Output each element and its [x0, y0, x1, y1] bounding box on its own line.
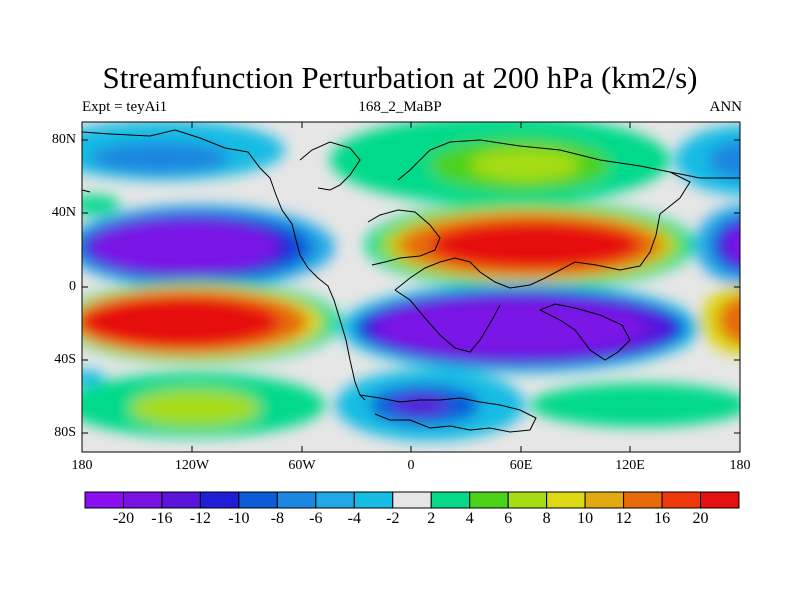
colorbar-label: 6 [504, 510, 513, 527]
axis-ticks [81, 122, 741, 452]
colorbar-swatch [623, 491, 663, 509]
colorbar-swatch [430, 491, 471, 509]
colorbar-swatch [315, 491, 355, 509]
colorbar-swatch [276, 491, 317, 509]
colorbar-label: 8 [542, 510, 551, 527]
season-label: ANN [709, 99, 743, 115]
lon-label-180e: 180 [729, 458, 751, 473]
colorbar-swatch [84, 491, 124, 509]
colorbar-label: -12 [189, 510, 212, 527]
colorbar-label: -2 [386, 510, 400, 527]
experiment-label: Expt = teyAi1 [82, 99, 168, 115]
lat-label-40s: 40S [54, 352, 76, 367]
lat-label-40n: 40N [51, 205, 76, 220]
colorbar-label: 12 [615, 510, 632, 527]
colorbar-swatch [199, 491, 240, 509]
colorbar-swatch [392, 491, 432, 509]
lat-label-eq: 0 [69, 279, 76, 294]
coastlines [82, 129, 740, 433]
plot-title: Streamfunction Perturbation at 200 hPa (… [102, 60, 698, 95]
lon-label-120w: 120W [174, 458, 210, 473]
colorbar-label: 20 [692, 510, 709, 527]
colorbar-swatch [161, 491, 201, 509]
colorbar-label: -6 [309, 510, 323, 527]
lat-label-80s: 80S [54, 425, 76, 440]
colorbar-swatch [507, 491, 548, 509]
colorbar-label: 2 [427, 510, 436, 527]
colorbar [84, 491, 740, 509]
colorbar-label: -10 [228, 510, 250, 527]
colorbar-swatch [661, 491, 702, 509]
colorbar-swatch [546, 491, 586, 509]
contour-field [82, 122, 740, 452]
colorbar-swatch [238, 491, 278, 509]
colorbar-label: -4 [347, 510, 361, 527]
lon-label-0: 0 [407, 458, 415, 473]
colorbar-swatch [469, 491, 509, 509]
colorbar-label: -20 [112, 510, 135, 527]
colorbar-swatch [353, 491, 394, 509]
lon-label-60w: 60W [288, 458, 316, 473]
case-label: 168_2_MaBP [358, 99, 442, 115]
colorbar-label: -8 [270, 510, 285, 527]
colorbar-label: -16 [151, 510, 173, 527]
colorbar-swatch [584, 491, 625, 509]
lon-label-120e: 120E [615, 458, 645, 473]
colorbar-label: 16 [654, 510, 671, 527]
colorbar-label: 10 [577, 510, 594, 527]
colorbar-swatch [700, 491, 740, 509]
lat-label-80n: 80N [51, 132, 76, 147]
colorbar-label: 4 [465, 510, 474, 527]
lon-label-180w: 180 [71, 458, 93, 473]
lon-label-60e: 60E [509, 458, 533, 473]
colorbar-swatch [122, 491, 163, 509]
